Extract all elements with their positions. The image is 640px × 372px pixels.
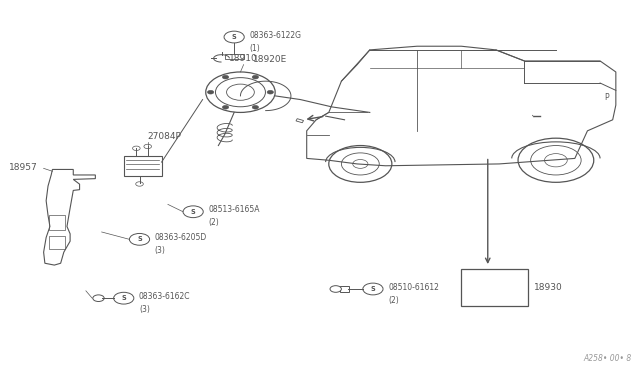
Text: S: S	[371, 286, 375, 292]
Text: S: S	[137, 236, 142, 242]
Text: (3): (3)	[155, 246, 166, 255]
Text: 08363-6205D: 08363-6205D	[155, 233, 207, 242]
Circle shape	[330, 286, 341, 292]
Text: A258• 00• 8: A258• 00• 8	[583, 353, 632, 363]
Circle shape	[252, 105, 259, 109]
Text: S: S	[191, 209, 195, 215]
Text: (2): (2)	[208, 218, 219, 227]
Bar	[49, 235, 65, 248]
Circle shape	[267, 90, 273, 94]
Text: S: S	[122, 295, 126, 301]
Text: 08363-6162C: 08363-6162C	[139, 292, 190, 301]
Bar	[461, 269, 527, 305]
Text: S: S	[232, 34, 237, 40]
Text: (2): (2)	[388, 295, 399, 305]
Bar	[124, 155, 161, 176]
Text: (3): (3)	[139, 305, 150, 314]
Text: 08363-6122G: 08363-6122G	[250, 31, 301, 40]
Bar	[49, 215, 65, 230]
Text: 08510-61612: 08510-61612	[388, 283, 439, 292]
Circle shape	[222, 105, 228, 109]
Circle shape	[93, 295, 104, 301]
Text: (1): (1)	[250, 44, 260, 52]
Text: 18920E: 18920E	[253, 55, 287, 64]
Circle shape	[252, 75, 259, 79]
Text: 18910: 18910	[229, 54, 258, 63]
Text: 18930: 18930	[534, 283, 563, 292]
Polygon shape	[296, 119, 303, 123]
Text: 18957: 18957	[8, 163, 37, 172]
Bar	[340, 286, 349, 292]
Text: P: P	[604, 93, 609, 102]
Circle shape	[207, 90, 214, 94]
Text: 27084P: 27084P	[148, 132, 182, 141]
Circle shape	[222, 75, 228, 79]
Text: 08513-6165A: 08513-6165A	[208, 205, 260, 214]
